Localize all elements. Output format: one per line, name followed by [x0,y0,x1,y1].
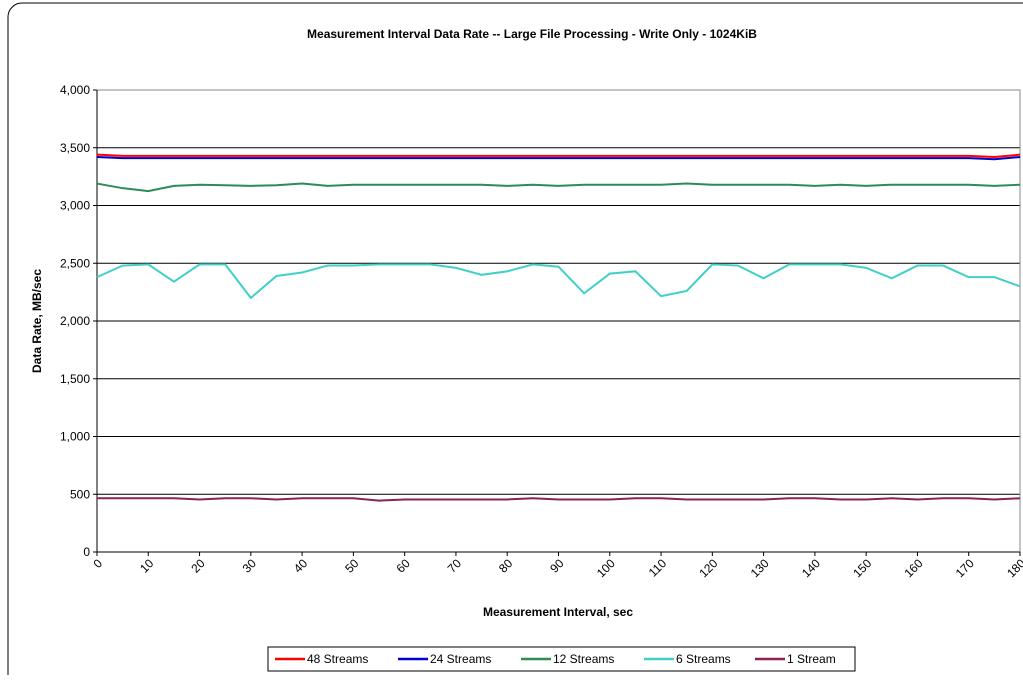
y-tick-label: 1,500 [60,372,90,386]
legend-label: 6 Streams [676,652,731,666]
series-line [97,497,1021,502]
y-tick-label: 2,500 [60,256,90,270]
y-tick-label: 500 [70,487,90,501]
series-line [96,182,1021,193]
legend-label: 48 Streams [307,652,368,666]
y-tick-label: 1,000 [60,430,90,444]
y-tick-label: 0 [83,545,90,559]
y-axis-label: Data Rate, MB/sec [30,269,44,373]
x-axis-label: Measurement Interval, sec [483,605,633,619]
chart-border [7,2,1023,680]
y-tick-label: 2,000 [60,314,90,328]
series-line [96,263,1021,300]
chart-title: Measurement Interval Data Rate -- Large … [307,27,757,41]
y-tick-label: 3,500 [60,141,90,155]
series-line [96,155,1021,161]
legend-label: 12 Streams [553,652,614,666]
y-tick-label: 4,000 [60,83,90,97]
legend-label: 1 Stream [787,652,836,666]
y-tick-label: 3,000 [60,199,90,213]
series-line [96,153,1021,158]
legend-label: 24 Streams [430,652,491,666]
